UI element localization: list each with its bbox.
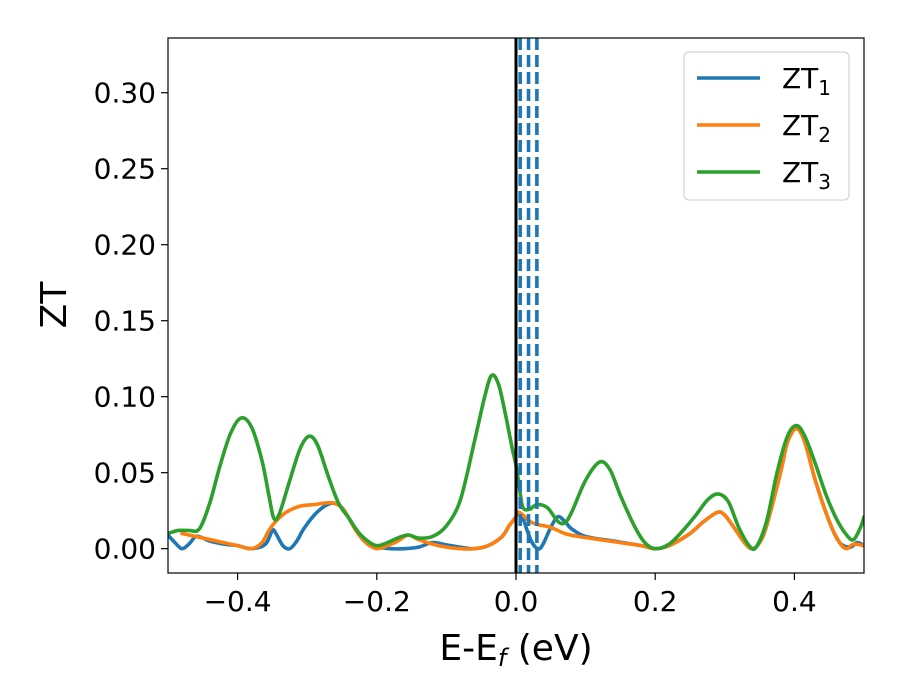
x-tick-label: −0.4 bbox=[204, 585, 272, 618]
y-axis-ticks: 0.00 0.05 0.10 0.15 0.20 0.25 0.30 bbox=[94, 77, 168, 566]
y-tick-label: 0.05 bbox=[94, 457, 156, 490]
x-tick-label: −0.2 bbox=[343, 585, 411, 618]
y-tick-label: 0.10 bbox=[94, 381, 156, 414]
y-tick-label: 0.20 bbox=[94, 229, 156, 262]
plot-area bbox=[168, 38, 864, 573]
legend: ZT1 ZT2 ZT3 bbox=[683, 51, 850, 201]
x-tick-label: 0.4 bbox=[772, 585, 817, 618]
y-tick-label: 0.25 bbox=[94, 153, 156, 186]
x-tick-label: 0.2 bbox=[633, 585, 678, 618]
y-tick-label: 0.30 bbox=[94, 77, 156, 110]
x-axis-ticks: −0.4 −0.2 0.0 0.2 0.4 bbox=[204, 573, 817, 618]
y-axis-label: ZT bbox=[34, 281, 75, 329]
x-tick-label: 0.0 bbox=[494, 585, 539, 618]
y-tick-label: 0.15 bbox=[94, 305, 156, 338]
legend-box bbox=[683, 51, 850, 201]
legend-label-3: ZT3 bbox=[782, 156, 831, 194]
legend-label-2: ZT2 bbox=[782, 109, 831, 147]
legend-label-1: ZT1 bbox=[782, 62, 831, 100]
x-axis-label: E-Ef (eV) bbox=[439, 628, 592, 672]
y-tick-label: 0.00 bbox=[94, 533, 156, 566]
